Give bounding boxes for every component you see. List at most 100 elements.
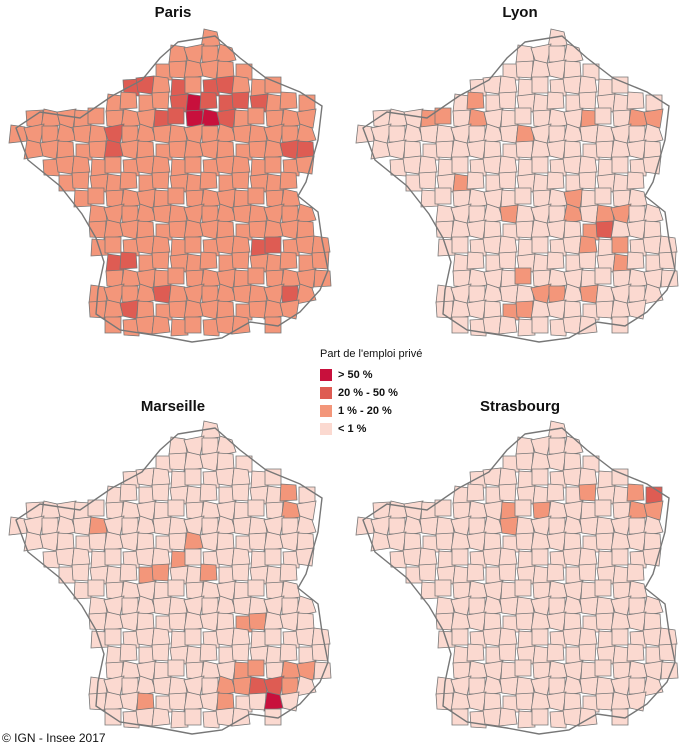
employment-zone — [72, 124, 92, 144]
employment-zone — [199, 139, 220, 160]
employment-zone — [626, 483, 645, 502]
employment-zone — [202, 318, 221, 337]
employment-zone — [386, 531, 407, 552]
employment-zone — [658, 235, 678, 255]
zones-layer — [355, 28, 679, 343]
employment-zone — [498, 627, 518, 647]
employment-zone — [434, 579, 452, 597]
employment-zone — [121, 677, 139, 695]
map-panel-strasbourg: Strasbourg — [347, 392, 693, 737]
employment-zone — [119, 219, 140, 240]
employment-zone — [152, 284, 172, 304]
france-outline — [15, 427, 329, 735]
employment-zone — [642, 203, 664, 225]
employment-zone — [468, 597, 486, 615]
employment-zone — [279, 139, 300, 160]
employment-zone — [119, 251, 138, 270]
employment-zone — [515, 692, 534, 711]
employment-zone — [499, 596, 519, 616]
employment-zone — [72, 516, 92, 536]
legend-item: > 50 % — [320, 366, 422, 384]
employment-zone — [135, 155, 155, 175]
employment-zone — [184, 76, 202, 94]
employment-zone — [645, 94, 663, 112]
employment-zone — [562, 707, 582, 727]
employment-zone — [264, 156, 282, 174]
employment-zone — [282, 158, 301, 177]
employment-zone — [168, 612, 187, 631]
employment-zone — [168, 452, 187, 471]
employment-zone — [563, 300, 582, 319]
employment-zone — [643, 220, 662, 239]
employment-zone — [466, 139, 487, 160]
employment-zone — [170, 710, 189, 729]
employment-zone — [628, 517, 646, 535]
employment-zone — [549, 710, 568, 729]
employment-zone — [279, 219, 300, 240]
employment-zone — [215, 155, 235, 175]
employment-zone — [563, 452, 582, 471]
employment-zone — [215, 627, 235, 647]
employment-zone — [626, 251, 645, 270]
legend-label: 20 % - 50 % — [338, 387, 398, 399]
employment-zone — [451, 156, 469, 174]
employment-zone — [466, 483, 485, 502]
employment-zone — [295, 515, 317, 537]
employment-zone — [119, 643, 138, 662]
employment-zone — [579, 596, 599, 616]
employment-zone — [136, 532, 155, 551]
employment-zone — [594, 107, 612, 125]
employment-zone — [578, 171, 597, 190]
employment-zone — [594, 659, 612, 677]
employment-zone — [279, 483, 298, 502]
employment-zone — [402, 547, 422, 567]
employment-zone — [295, 595, 317, 617]
employment-zone — [498, 91, 517, 110]
employment-zone — [626, 643, 645, 662]
employment-zone — [434, 499, 452, 517]
employment-zone — [482, 75, 502, 95]
employment-zone — [466, 299, 487, 320]
employment-zone — [499, 676, 519, 696]
employment-zone — [562, 547, 582, 567]
employment-zone — [88, 532, 107, 551]
employment-zone — [199, 59, 220, 80]
employment-zone — [135, 75, 155, 95]
employment-zone — [232, 596, 252, 616]
employment-zone — [215, 75, 235, 95]
france-outline — [362, 35, 676, 343]
employment-zone — [578, 235, 598, 255]
france-outline — [15, 35, 329, 343]
employment-zone — [232, 204, 252, 224]
employment-zone — [135, 627, 155, 647]
employment-zone — [515, 60, 534, 79]
employment-zone — [498, 643, 517, 662]
employment-zone — [152, 124, 172, 144]
employment-zone — [281, 125, 299, 143]
employment-zone — [216, 612, 235, 631]
employment-zone — [311, 235, 331, 255]
employment-zone — [201, 517, 219, 535]
zones-layer — [8, 420, 332, 735]
employment-zone — [468, 125, 486, 143]
employment-zone — [281, 517, 299, 535]
employment-zone — [184, 548, 202, 566]
employment-zone — [531, 236, 549, 254]
employment-zone — [87, 579, 105, 597]
employment-zone — [151, 315, 171, 335]
employment-zone — [168, 60, 187, 79]
employment-zone — [468, 285, 486, 303]
employment-zone — [88, 140, 107, 159]
map-title: Lyon — [502, 4, 538, 21]
employment-zone — [199, 251, 218, 270]
france-outline — [362, 427, 676, 735]
employment-zone — [87, 187, 105, 205]
employment-zone — [517, 318, 536, 337]
employment-zone — [136, 612, 155, 631]
legend-swatch — [320, 405, 332, 417]
employment-zone — [199, 171, 218, 190]
employment-zone — [264, 628, 282, 646]
employment-zone — [231, 643, 250, 662]
employment-zone — [643, 108, 664, 129]
employment-zone — [151, 75, 171, 95]
